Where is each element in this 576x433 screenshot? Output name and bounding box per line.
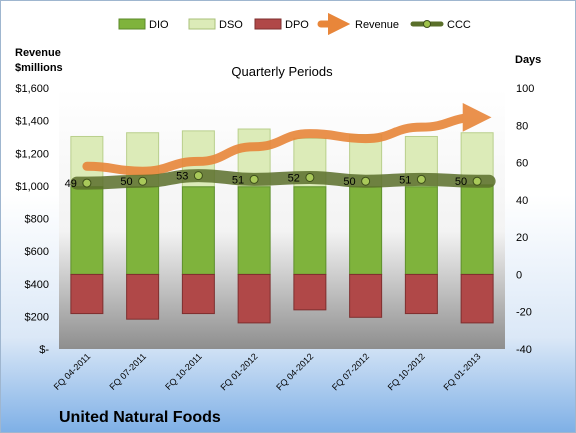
legend-label-ccc: CCC [447,19,471,31]
right-tick-label: 20 [516,232,528,244]
ccc-marker [472,176,482,186]
category-label: FQ 04-2012 [274,351,315,392]
right-tick-label: -20 [516,307,532,319]
ccc-data-label: 52 [288,172,300,184]
ccc-data-label: 53 [176,171,188,183]
ccc-marker [193,171,203,181]
right-tick-label: 40 [516,195,528,207]
bar-dio [293,186,327,275]
bar-dio [349,186,383,275]
right-axis: -40 -20 0 20 40 60 80 100 [516,83,534,356]
bar-dio [126,186,160,275]
right-tick-label: 100 [516,83,534,95]
ccc-marker [416,174,426,184]
left-tick-label: $800 [25,214,49,226]
ccc-marker [138,176,148,186]
category-label: FQ 07-2011 [107,351,148,392]
right-tick-label: -40 [516,344,532,356]
category-axis: FQ 04-2011 FQ 07-2011 FQ 10-2011 FQ 01-2012… [52,351,483,392]
bar-dpo [70,273,104,315]
legend-label-dpo: DPO [285,19,309,31]
left-tick-label: $1,400 [15,116,49,128]
ccc-marker [249,174,259,184]
legend-label-dio: DIO [149,19,169,31]
bars [70,128,494,324]
category-label: FQ 07-2012 [330,351,371,392]
category-label: FQ 01-2012 [219,351,260,392]
revenue-line [82,102,492,176]
bar-dio [70,186,104,275]
legend-marker-ccc [423,20,431,28]
category-label: FQ 10-2012 [386,351,427,392]
category-label: FQ 01-2013 [442,351,483,392]
bar-dio [404,186,438,275]
ccc-data-label: 50 [343,176,355,188]
revenue-series [82,102,492,176]
bar-dpo [237,273,271,324]
chart-subtitle: Quarterly Periods [231,64,333,79]
left-axis-title-line2: $millions [15,62,63,74]
right-tick-label: 80 [516,120,528,132]
legend-swatch-dpo [254,18,282,30]
legend: DIO DSO DPO Revenue CCC [118,12,471,36]
ccc-data-label: 51 [399,174,411,186]
left-tick-label: $600 [25,246,49,258]
legend-swatch-dio [118,18,146,30]
left-tick-label: $200 [25,311,49,323]
bar-dpo [460,273,494,324]
legend-swatch-dso [188,18,216,30]
ccc-marker [82,178,92,188]
left-tick-label: $- [39,344,49,356]
legend-label-dso: DSO [219,19,243,31]
bar-dpo [181,273,215,315]
bar-dpo [293,273,327,311]
legend-label-revenue: Revenue [355,19,399,31]
ccc-marker [361,176,371,186]
left-tick-label: $1,600 [15,83,49,95]
bar-dio [237,186,271,275]
left-tick-label: $400 [25,279,49,291]
right-tick-label: 0 [516,269,522,281]
bar-dpo [404,273,438,315]
right-axis-title: Days [515,54,541,66]
left-axis-title-line1: Revenue [15,47,61,59]
ccc-series: 49 50 53 51 52 50 51 50 [65,169,496,190]
company-name: United Natural Foods [59,409,221,426]
ccc-data-label: 51 [232,174,244,186]
ccc-marker [305,172,315,182]
left-tick-label: $1,200 [15,148,49,160]
bar-dpo [126,273,160,320]
bar-dio [460,184,494,275]
ccc-data-label: 49 [65,178,77,190]
bar-dpo [349,273,383,318]
category-label: FQ 10-2011 [163,351,204,392]
bar-dio [181,186,215,275]
ccc-data-label: 50 [120,176,132,188]
left-tick-label: $1,000 [15,181,49,193]
right-tick-label: 60 [516,158,528,170]
category-label: FQ 04-2011 [52,351,93,392]
left-axis: $- $200 $400 $600 $800 $1,000 $1,200 $1,400 $1,6… [15,83,49,356]
ccc-data-label: 50 [455,176,467,188]
